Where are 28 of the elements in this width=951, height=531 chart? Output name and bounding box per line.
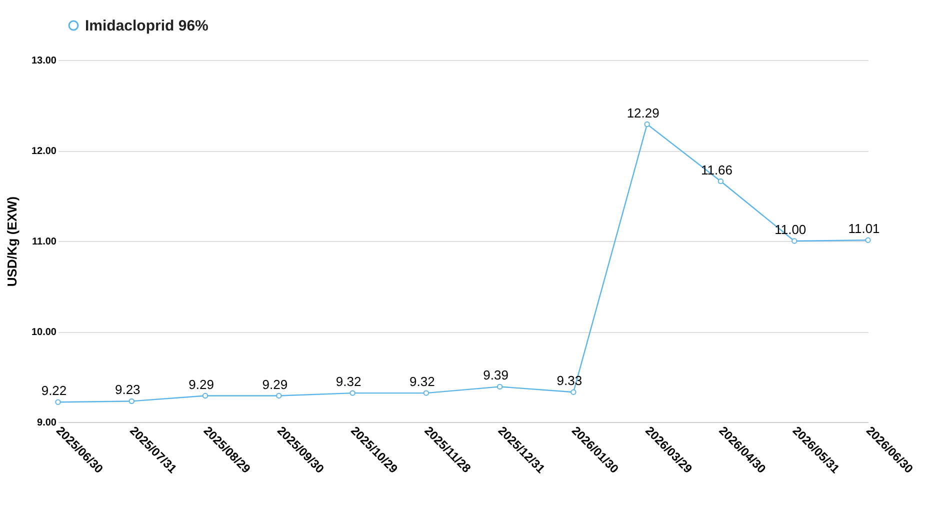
data-label: 9.29 — [188, 376, 214, 392]
point — [202, 392, 208, 399]
legend-label: Imidacloprid 96% — [85, 18, 208, 34]
y-tick-label: 13.00 — [31, 56, 57, 66]
point — [276, 392, 282, 399]
point — [423, 390, 430, 396]
data-label: 9.23 — [114, 382, 140, 398]
data-label: 9.39 — [483, 368, 508, 383]
point — [350, 390, 356, 396]
data-label: 9.32 — [336, 374, 362, 390]
data-label: 9.32 — [410, 374, 435, 390]
point — [792, 238, 798, 244]
point — [496, 384, 503, 390]
point — [865, 237, 871, 243]
point — [570, 389, 576, 395]
y-tick-label: 9.00 — [37, 418, 57, 428]
data-label: 9.22 — [41, 383, 67, 398]
point — [55, 399, 61, 405]
y-axis-title: USD/Kg (EXW) — [4, 196, 20, 287]
y-tick-label: 10.00 — [31, 327, 57, 338]
data-label: 9.29 — [262, 376, 288, 392]
data-label: 11.01 — [848, 221, 880, 236]
y-tick-label: 12.00 — [31, 146, 57, 157]
data-label: 12.29 — [626, 105, 660, 120]
point — [644, 121, 650, 128]
point — [718, 178, 724, 184]
point — [128, 398, 134, 404]
y-tick-label: 11.00 — [32, 236, 57, 248]
